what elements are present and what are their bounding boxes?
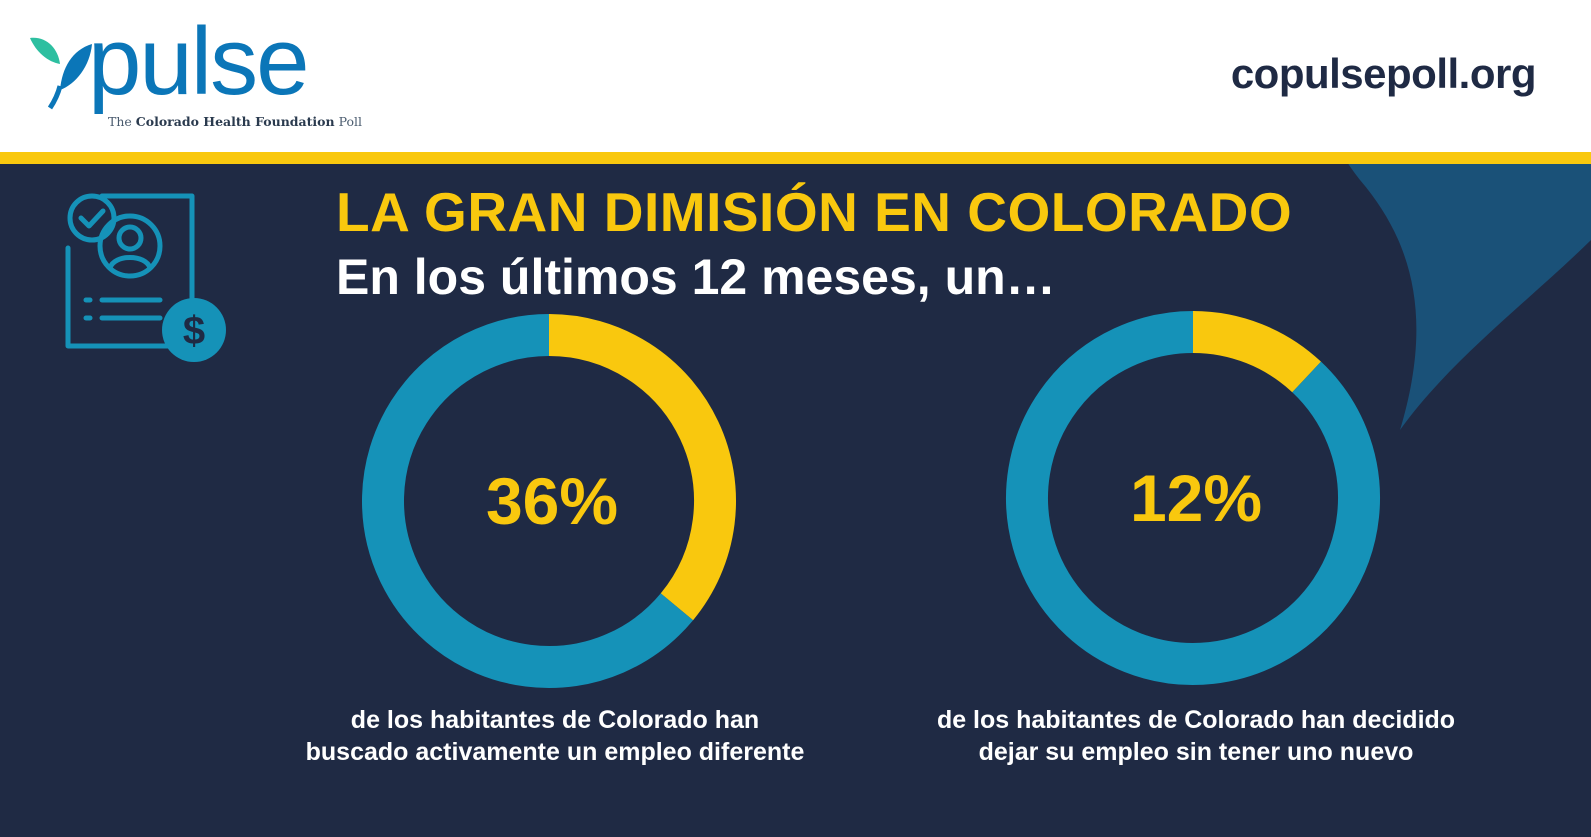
logo-subtitle: The Colorado Health Foundation Poll xyxy=(108,114,363,129)
page-title: LA GRAN DIMISIÓN EN COLORADO xyxy=(336,181,1293,243)
pulse-logo[interactable]: pulse The Colorado Health Foundation Pol… xyxy=(28,14,368,134)
website-link[interactable]: copulsepoll.org xyxy=(1230,50,1537,97)
chart-2-slice-2 xyxy=(1006,311,1380,685)
chart-2-caption-line-2: dejar su empleo sin tener uno nuevo xyxy=(978,738,1414,766)
leaf-icon xyxy=(30,37,92,110)
chart-1-slice-1 xyxy=(548,314,736,621)
chart-1-caption-line-1: de los habitantes de Colorado han xyxy=(350,706,760,734)
chart-1-slice-2 xyxy=(362,314,694,688)
chart-1-caption-line-2: buscado activamente un empleo diferente xyxy=(305,738,805,766)
page-subtitle: En los últimos 12 meses, un… xyxy=(336,249,1056,305)
chart-2-slice-1 xyxy=(1192,311,1321,393)
chart-2-percentage-label: 12% xyxy=(1129,461,1263,535)
chart-2-caption: de los habitantes de Colorado han decidi… xyxy=(876,704,1516,768)
profile-document-icon: $ xyxy=(65,193,226,362)
svg-text:$: $ xyxy=(183,309,205,353)
chart-1-caption: de los habitantes de Colorado han buscad… xyxy=(235,704,875,768)
chart-2-caption-line-1: de los habitantes de Colorado han decidi… xyxy=(936,706,1456,734)
chart-1-percentage-label: 36% xyxy=(485,464,619,538)
header-bar: pulse The Colorado Health Foundation Pol… xyxy=(0,0,1591,152)
header-divider xyxy=(0,152,1591,164)
logo-wordmark: pulse xyxy=(88,8,309,115)
